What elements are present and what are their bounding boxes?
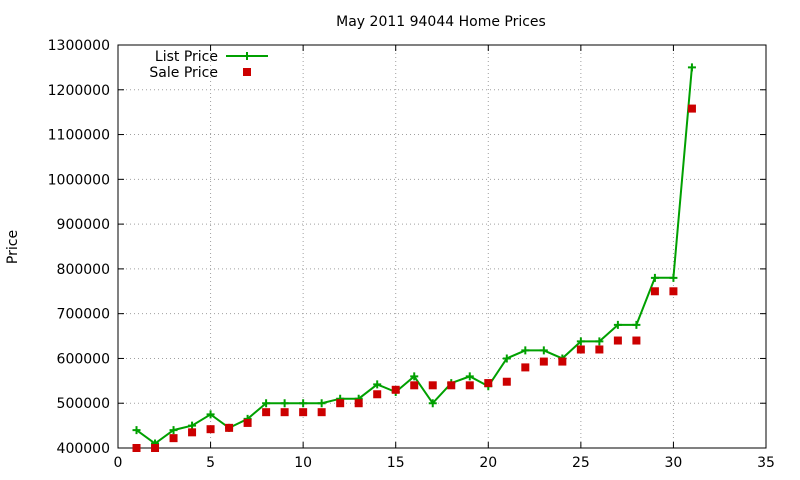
sale-price-point (428, 381, 437, 390)
list-price-point (576, 337, 585, 346)
sale-price-point (169, 434, 178, 443)
axes: 0 5 10 15 20 25 30 35 400000 500000 600000 700000 80… (48, 38, 775, 471)
list-price-point (188, 421, 197, 430)
sale-price-point (280, 408, 289, 417)
list-price-point (280, 399, 289, 408)
legend-marker-list-price (243, 52, 251, 60)
y-tick-label: 900000 (57, 217, 110, 233)
sale-price-point (502, 377, 511, 386)
sale-price-point (336, 399, 345, 408)
y-tick-label: 1000000 (48, 172, 110, 188)
series-sale-price (132, 104, 696, 452)
x-tick-label: 35 (757, 455, 775, 471)
sale-price-point (521, 363, 530, 372)
sale-price-point (354, 399, 363, 408)
grid (118, 45, 766, 448)
list-price-point (373, 380, 382, 389)
sale-price-point (373, 390, 382, 399)
list-price-point (299, 399, 308, 408)
sale-price-point (410, 381, 419, 390)
sale-price-point (650, 287, 659, 296)
y-axis-label: Price (5, 230, 21, 264)
list-price-point (169, 426, 178, 435)
sale-price-point (225, 423, 234, 432)
list-price-point (502, 354, 511, 363)
list-price-point (132, 426, 141, 435)
x-tick-label: 15 (387, 455, 405, 471)
legend-label-sale-price: Sale Price (149, 65, 218, 81)
list-price-point (669, 273, 678, 282)
list-price-point (650, 273, 659, 282)
x-tick-label: 25 (572, 455, 590, 471)
list-price-point (206, 410, 215, 419)
list-price-point (410, 372, 419, 381)
x-tick-label: 20 (479, 455, 497, 471)
sale-price-point (206, 425, 215, 434)
x-tick-label: 0 (114, 455, 123, 471)
series-list-price (132, 63, 696, 448)
list-price-point (317, 399, 326, 408)
legend-label-list-price: List Price (155, 49, 218, 65)
sale-price-point (391, 385, 400, 394)
y-tick-label: 700000 (57, 307, 110, 323)
sale-price-point (539, 357, 548, 366)
y-tick-label: 1300000 (48, 38, 110, 54)
series-layer (132, 63, 696, 452)
sale-price-point (262, 408, 271, 417)
y-tick-label: 500000 (57, 396, 110, 412)
sale-price-point (632, 336, 641, 345)
sale-price-point (299, 408, 308, 417)
sale-price-point (132, 444, 141, 452)
list-price-point (539, 346, 548, 355)
legend-swatch-sale-price (243, 68, 251, 76)
x-tick-label: 5 (206, 455, 215, 471)
list-price-point (521, 346, 530, 355)
list-price-point (687, 63, 696, 72)
list-price-point (465, 372, 474, 381)
x-tick-label: 30 (665, 455, 683, 471)
y-tick-label: 800000 (57, 262, 110, 278)
y-tick-label: 1200000 (48, 83, 110, 99)
y-tick-label: 600000 (57, 351, 110, 367)
x-tick-label: 10 (294, 455, 312, 471)
list-price-point (262, 399, 271, 408)
sale-price-point (465, 381, 474, 390)
plot-frame (117, 44, 767, 449)
sale-price-point (669, 287, 678, 296)
sale-price-point (447, 381, 456, 390)
sale-price-point (613, 336, 622, 345)
sale-price-point (595, 345, 604, 354)
list-price-point (613, 320, 622, 329)
sale-price-point (188, 428, 197, 437)
sale-price-point (243, 418, 252, 427)
sale-price-point (151, 444, 160, 452)
y-tick-label: 400000 (57, 441, 110, 457)
sale-price-point (687, 104, 696, 113)
sale-price-point (558, 357, 567, 366)
list-price-point (595, 337, 604, 346)
chart-title: May 2011 94044 Home Prices (336, 14, 546, 30)
sale-price-point (484, 379, 493, 388)
y-tick-label: 1100000 (48, 128, 110, 144)
sale-price-point (317, 408, 326, 417)
sale-price-point (576, 345, 585, 354)
list-price-point (428, 399, 437, 408)
list-price-point (632, 320, 641, 329)
